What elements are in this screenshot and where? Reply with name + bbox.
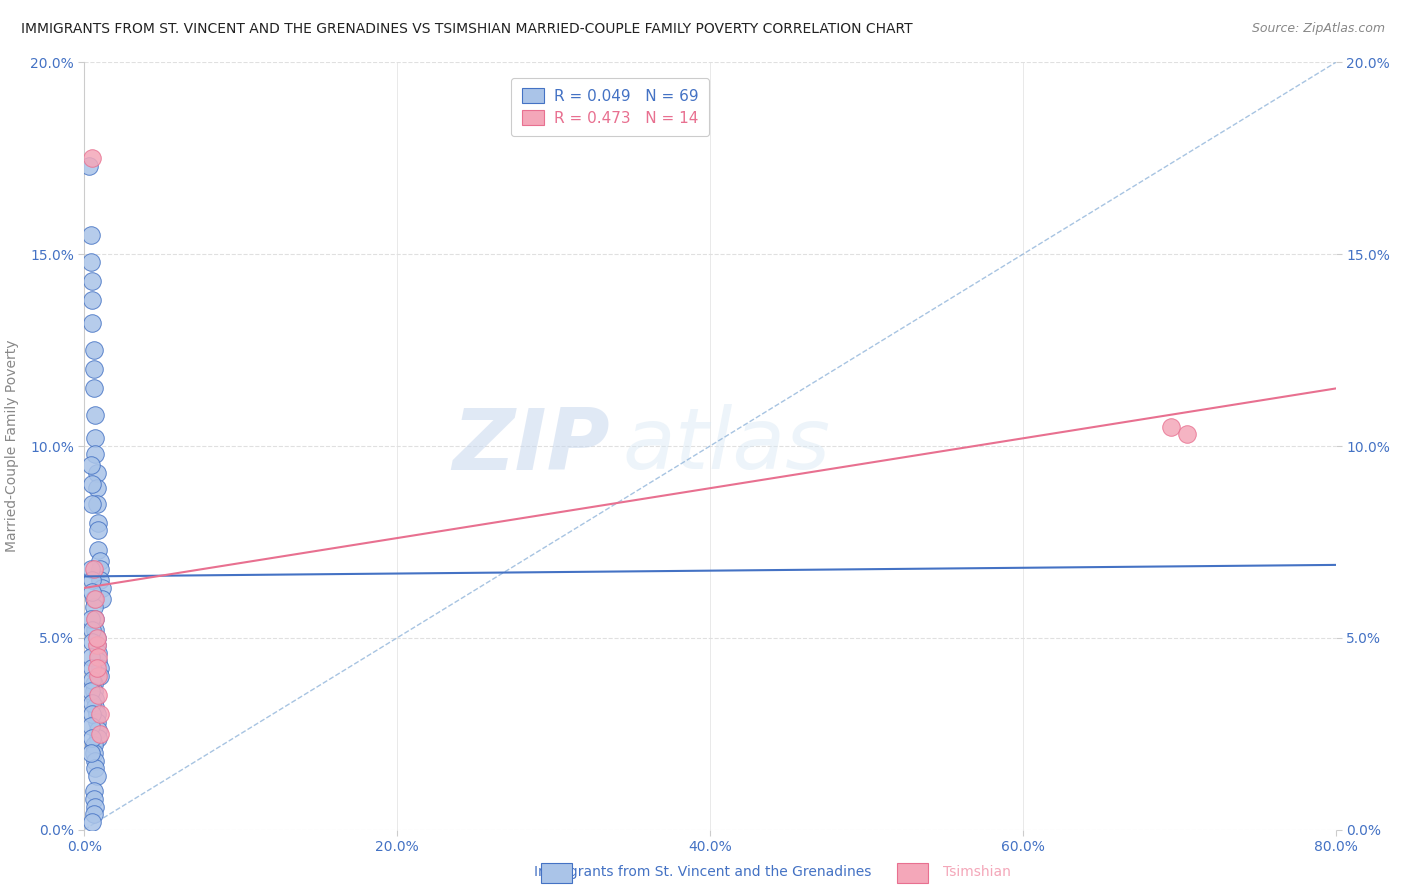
Point [84, 699, 107, 714]
Text: Immigrants from St. Vincent and the Grenadines: Immigrants from St. Vincent and the Gren… [534, 865, 872, 880]
Point [86, 707, 108, 722]
Point [83, 792, 105, 806]
Point [82, 496, 104, 510]
Point [86, 639, 108, 653]
Point [87, 516, 110, 530]
Text: Tsimshian: Tsimshian [943, 865, 1011, 880]
Point [84, 623, 107, 637]
Point [82, 814, 104, 829]
Point [90, 581, 112, 595]
Point [82, 661, 104, 675]
Point [84, 799, 107, 814]
Point [82, 696, 104, 710]
Point [82, 673, 104, 687]
Point [84, 761, 107, 775]
Point [83, 592, 105, 607]
Point [90, 592, 112, 607]
Point [87, 542, 110, 557]
Point [87, 723, 110, 737]
Point [79, 562, 101, 576]
Point [79, 746, 101, 760]
Point [82, 707, 104, 722]
Point [87, 654, 110, 668]
Point [86, 481, 108, 495]
Point [79, 255, 101, 269]
Point [82, 316, 104, 330]
Point [86, 639, 108, 653]
Point [89, 669, 111, 683]
Point [83, 343, 105, 358]
Point [1175, 427, 1198, 442]
Point [87, 731, 110, 745]
Point [83, 677, 105, 691]
Point [87, 649, 110, 664]
Point [87, 689, 110, 703]
Text: atlas: atlas [623, 404, 831, 488]
Point [83, 784, 105, 798]
Point [79, 228, 101, 243]
Text: IMMIGRANTS FROM ST. VINCENT AND THE GRENADINES VS TSIMSHIAN MARRIED-COUPLE FAMIL: IMMIGRANTS FROM ST. VINCENT AND THE GREN… [21, 22, 912, 37]
Point [87, 669, 110, 683]
Point [84, 447, 107, 461]
Point [89, 574, 111, 588]
Point [83, 382, 105, 396]
Point [86, 631, 108, 645]
Point [1160, 420, 1182, 434]
Y-axis label: Married-Couple Family Poverty: Married-Couple Family Poverty [6, 340, 18, 552]
Point [86, 631, 108, 645]
Point [86, 769, 108, 783]
Point [83, 807, 105, 822]
Point [89, 726, 111, 740]
Point [83, 684, 105, 698]
Point [83, 362, 105, 376]
Point [82, 274, 104, 288]
Point [79, 612, 101, 626]
Point [84, 409, 107, 423]
Point [89, 707, 111, 722]
Point [79, 458, 101, 473]
Point [79, 649, 101, 664]
Legend: R = 0.049   N = 69, R = 0.473   N = 14: R = 0.049 N = 69, R = 0.473 N = 14 [510, 78, 709, 136]
Point [86, 496, 108, 510]
Point [77, 159, 100, 173]
Point [82, 574, 104, 588]
Point [86, 661, 108, 675]
Point [84, 592, 107, 607]
Point [84, 431, 107, 445]
Point [84, 612, 107, 626]
Point [82, 634, 104, 648]
Point [87, 646, 110, 660]
Point [84, 754, 107, 768]
Text: ZIP: ZIP [453, 404, 610, 488]
Point [89, 661, 111, 675]
Point [84, 692, 107, 706]
Point [82, 623, 104, 637]
Point [89, 562, 111, 576]
Point [83, 746, 105, 760]
Point [89, 554, 111, 568]
Point [83, 738, 105, 752]
Point [82, 584, 104, 599]
Point [82, 293, 104, 308]
Point [82, 152, 104, 166]
Point [86, 715, 108, 730]
Point [79, 684, 101, 698]
Point [87, 524, 110, 538]
Point [83, 600, 105, 615]
Point [83, 562, 105, 576]
Point [86, 466, 108, 480]
Point [82, 731, 104, 745]
Point [82, 477, 104, 491]
Text: Source: ZipAtlas.com: Source: ZipAtlas.com [1251, 22, 1385, 36]
Point [79, 719, 101, 733]
Point [84, 612, 107, 626]
